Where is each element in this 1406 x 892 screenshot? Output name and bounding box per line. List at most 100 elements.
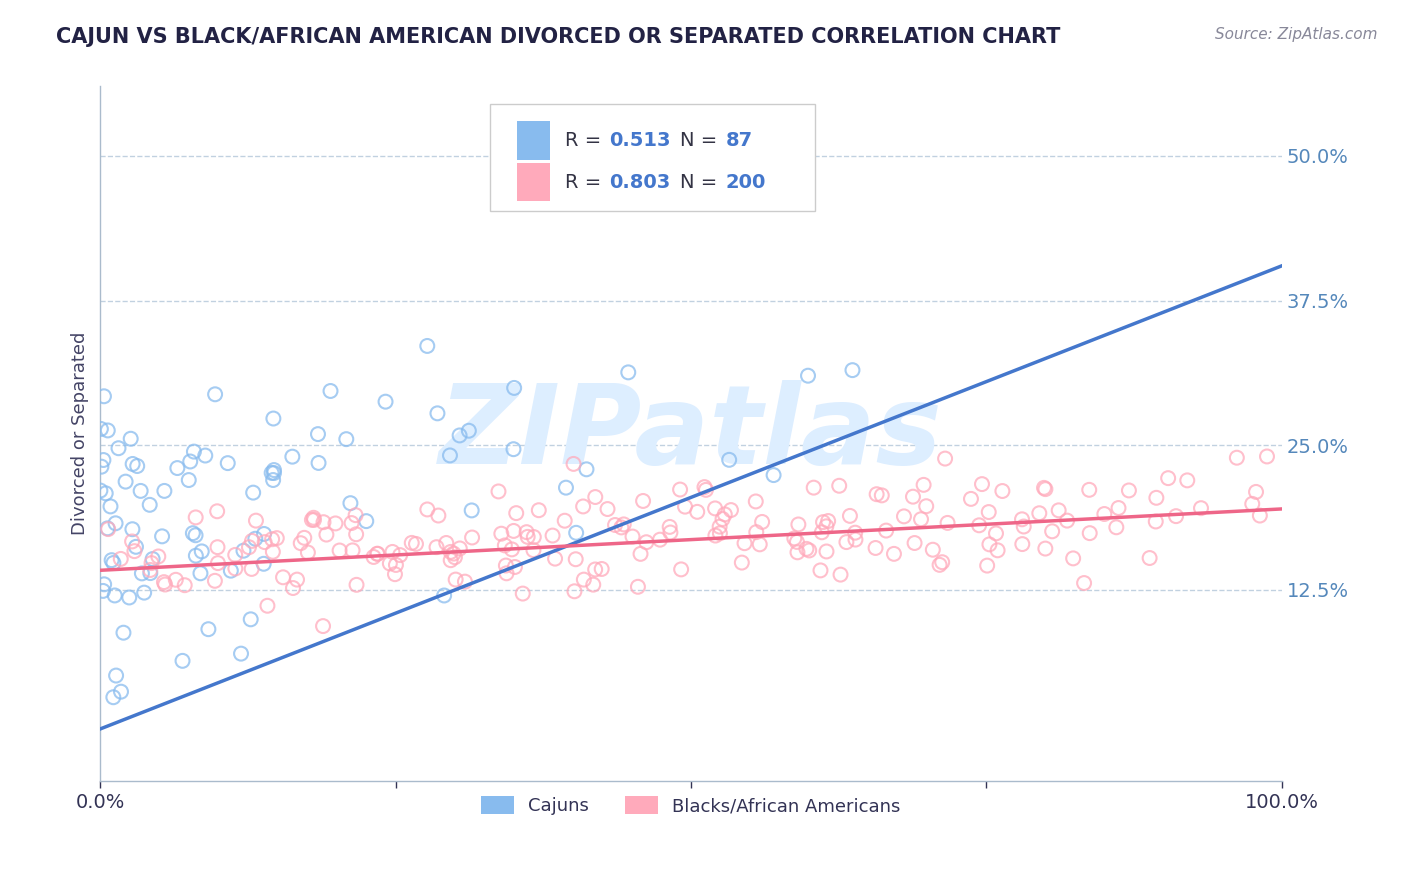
Point	[367, 547, 389, 561]
Point	[93, 389, 115, 403]
Point	[339, 496, 361, 510]
Point	[669, 483, 692, 497]
Point	[125, 540, 148, 554]
Point	[389, 548, 412, 562]
Point	[97, 522, 120, 536]
Point	[1175, 474, 1198, 488]
Point	[839, 508, 862, 523]
Point	[516, 530, 538, 544]
Legend: Cajuns, Blacks/African Americans: Cajuns, Blacks/African Americans	[472, 787, 910, 824]
Point	[124, 544, 146, 558]
Point	[503, 560, 526, 574]
Point	[434, 536, 457, 550]
Point	[673, 500, 696, 514]
Point	[440, 545, 463, 559]
Point	[1073, 576, 1095, 591]
Point	[591, 562, 613, 576]
Point	[460, 503, 482, 517]
Point	[183, 444, 205, 458]
Point	[572, 500, 595, 514]
Point	[374, 394, 396, 409]
Point	[835, 535, 858, 549]
Point	[704, 501, 727, 516]
Text: N =: N =	[681, 131, 724, 150]
Point	[425, 540, 447, 554]
Point	[960, 491, 983, 506]
Point	[488, 484, 510, 499]
Point	[384, 567, 406, 582]
Point	[502, 442, 524, 457]
Point	[875, 524, 897, 538]
Point	[596, 502, 619, 516]
Point	[224, 561, 246, 575]
Point	[89, 483, 111, 498]
FancyBboxPatch shape	[491, 103, 815, 211]
Point	[427, 508, 450, 523]
Point	[253, 535, 276, 549]
Point	[841, 363, 863, 377]
Point	[315, 527, 337, 541]
Point	[748, 537, 770, 551]
Point	[381, 545, 404, 559]
Point	[219, 564, 242, 578]
Point	[184, 549, 207, 563]
Point	[239, 612, 262, 626]
FancyBboxPatch shape	[517, 121, 551, 160]
Point	[648, 533, 671, 547]
Point	[301, 513, 323, 527]
Point	[709, 526, 731, 541]
Point	[893, 509, 915, 524]
Point	[344, 527, 367, 541]
Point	[240, 562, 263, 576]
Point	[495, 558, 517, 573]
Point	[129, 483, 152, 498]
Point	[112, 625, 135, 640]
Point	[844, 525, 866, 540]
Point	[207, 540, 229, 554]
Point	[572, 573, 595, 587]
Y-axis label: Divorced or Separated: Divorced or Separated	[72, 332, 89, 535]
Point	[281, 581, 304, 595]
Point	[883, 547, 905, 561]
Point	[177, 473, 200, 487]
Point	[811, 515, 834, 529]
Point	[245, 514, 267, 528]
Point	[734, 536, 756, 550]
Point	[340, 516, 363, 530]
Point	[263, 463, 285, 477]
Point	[1144, 515, 1167, 529]
Point	[281, 450, 304, 464]
Point	[720, 503, 742, 517]
Point	[110, 684, 132, 698]
Point	[1056, 514, 1078, 528]
Point	[245, 532, 267, 546]
Point	[984, 526, 1007, 541]
Point	[1118, 483, 1140, 498]
Point	[449, 541, 471, 556]
Point	[204, 387, 226, 401]
Point	[308, 456, 330, 470]
Point	[153, 483, 176, 498]
Point	[121, 534, 143, 549]
Point	[297, 545, 319, 559]
Point	[565, 525, 588, 540]
Point	[512, 586, 534, 600]
Point	[142, 552, 165, 566]
Point	[786, 535, 808, 549]
Point	[627, 580, 650, 594]
Point	[121, 457, 143, 471]
Point	[440, 553, 463, 567]
Text: Source: ZipAtlas.com: Source: ZipAtlas.com	[1215, 27, 1378, 42]
Point	[903, 536, 925, 550]
Point	[443, 547, 465, 561]
Point	[262, 545, 284, 559]
Point	[335, 432, 357, 446]
Point	[931, 555, 953, 569]
Point	[426, 406, 449, 420]
Point	[1040, 524, 1063, 539]
Point	[610, 520, 633, 534]
Text: CAJUN VS BLACK/AFRICAN AMERICAN DIVORCED OR SEPARATED CORRELATION CHART: CAJUN VS BLACK/AFRICAN AMERICAN DIVORCED…	[56, 27, 1060, 46]
Point	[562, 457, 585, 471]
Point	[505, 506, 527, 520]
Point	[285, 573, 308, 587]
